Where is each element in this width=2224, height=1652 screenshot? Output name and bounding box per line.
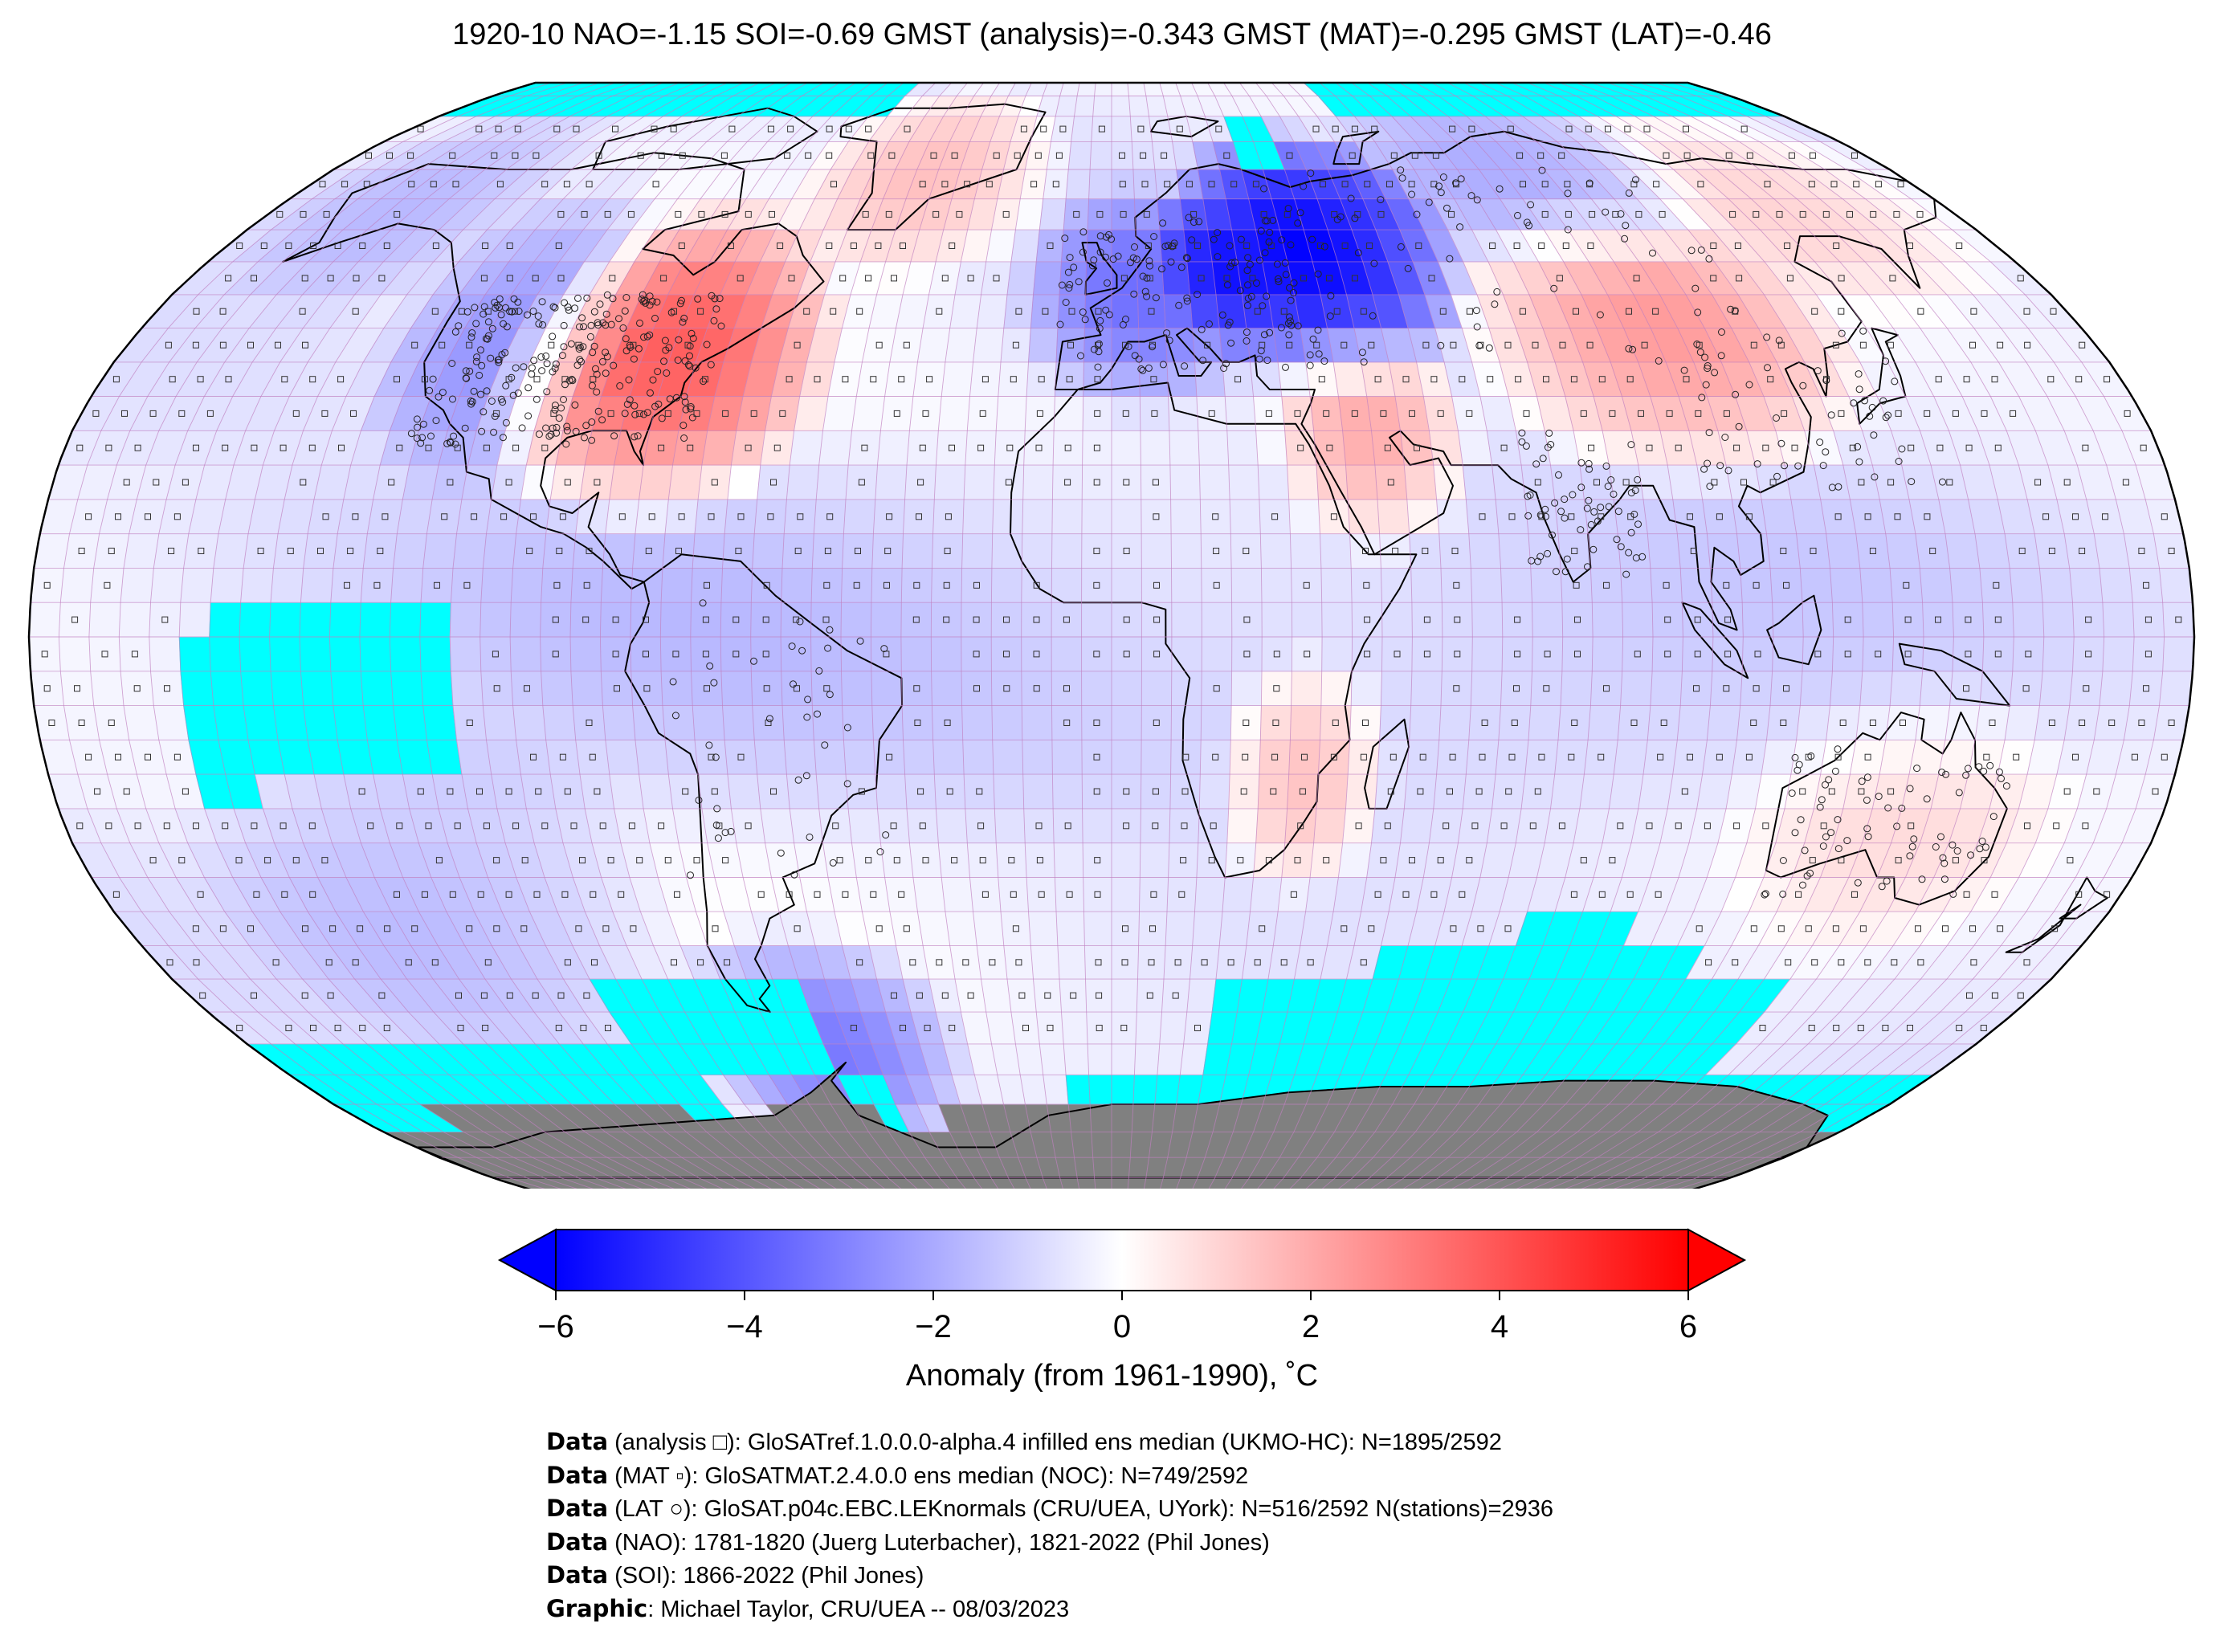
credit-line: Graphic: Michael Taylor, CRU/UEA -- 08/0… [546,1593,1553,1626]
credit-key: Data [546,1461,609,1489]
credit-text: (NAO): 1781-1820 (Juerg Luterbacher), 18… [608,1529,1270,1556]
credit-text: (SOI): 1866-2022 (Phil Jones) [608,1563,924,1589]
credit-key: Data [546,1495,609,1522]
credit-line: Data (NAO): 1781-1820 (Juerg Luterbacher… [546,1526,1553,1560]
credit-line: Data (SOI): 1866-2022 (Phil Jones) [546,1559,1553,1593]
colorbar-extend-high [1687,1228,1747,1292]
anomaly-map [27,81,2196,1189]
credit-key: Data [546,1561,609,1589]
colorbar-bar [555,1229,1689,1291]
credit-text: (MAT ▫): GloSATMAT.2.4.0.0 ens median (N… [608,1462,1249,1489]
colorbar-tick-label: −6 [537,1309,574,1344]
credit-line: Data (LAT ○): GloSAT.p04c.EBC.LEKnormals… [546,1492,1553,1526]
credit-key: Data [546,1428,609,1455]
credits: Data (analysis □): GloSATref.1.0.0.0-alp… [546,1426,1553,1625]
credit-key: Data [546,1528,609,1556]
credit-text: (LAT ○): GloSAT.p04c.EBC.LEKnormals (CRU… [608,1496,1554,1522]
colorbar-tick-label: 6 [1679,1309,1698,1344]
colorbar-label: Anomaly (from 1961-1990), ˚C [905,1359,1319,1393]
credit-text: (analysis □): GloSATref.1.0.0.0-alpha.4 … [608,1430,1502,1455]
credit-key: Graphic [546,1594,648,1622]
colorbar-tick-label: 4 [1490,1309,1509,1344]
colorbar-tick-label: 0 [1112,1309,1132,1344]
colorbar-tick-label: −4 [726,1309,763,1344]
colorbar-tick-label: 2 [1301,1309,1320,1344]
colorbar-ticks [555,1291,1689,1300]
credit-text: : Michael Taylor, CRU/UEA -- 08/03/2023 [647,1596,1070,1622]
map-title: 1920-10 NAO=-1.15 SOI=-0.69 GMST (analys… [452,18,1772,51]
credit-line: Data (analysis □): GloSATref.1.0.0.0-alp… [546,1426,1553,1459]
colorbar-tick-label: −2 [915,1309,952,1344]
colorbar-extend-low [497,1228,557,1292]
credit-line: Data (MAT ▫): GloSATMAT.2.4.0.0 ens medi… [546,1459,1553,1493]
colorbar [497,1228,1747,1300]
